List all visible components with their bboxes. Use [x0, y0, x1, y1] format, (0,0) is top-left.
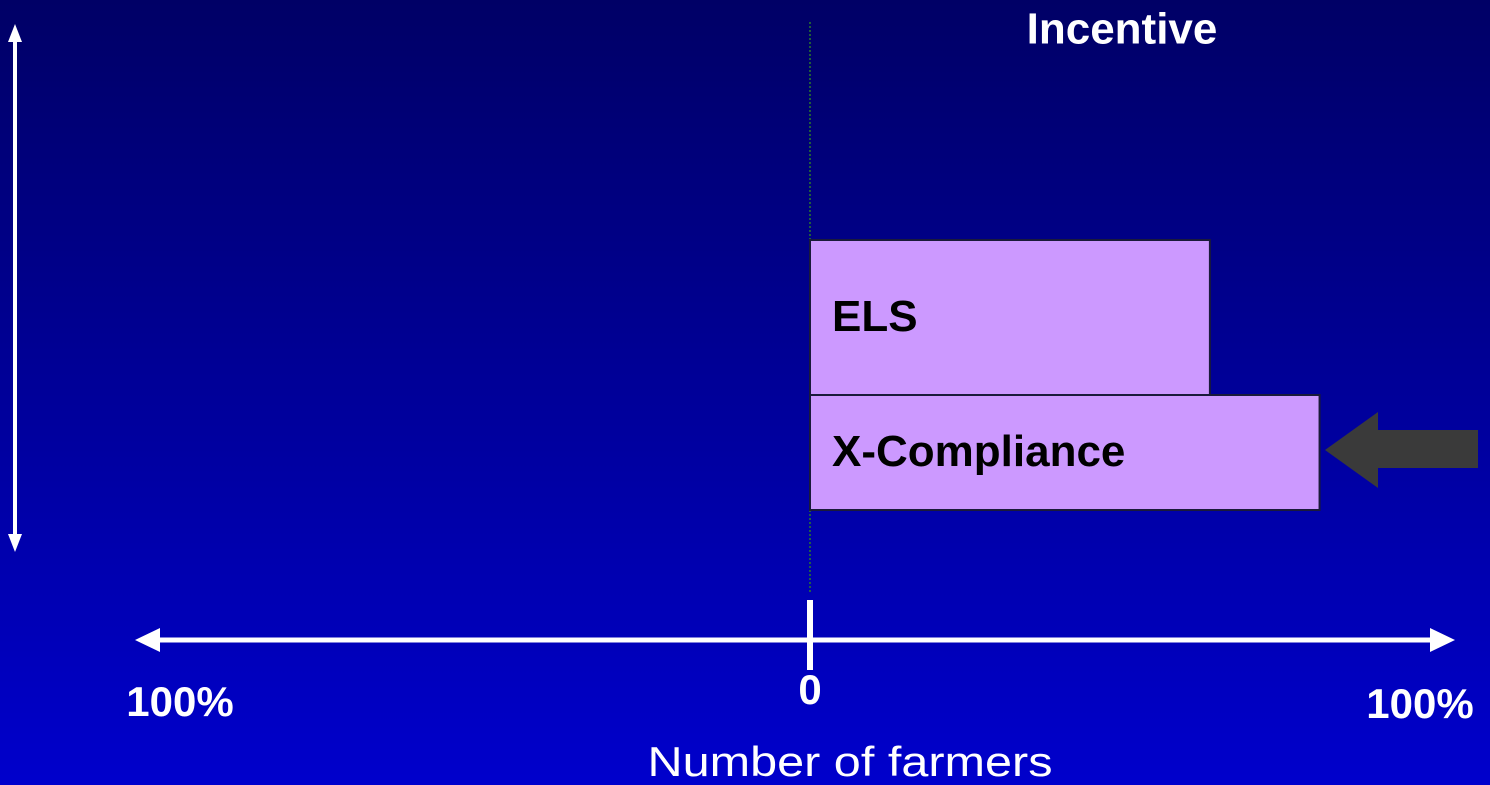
pointer-arrow — [1325, 412, 1478, 488]
x-tick-label: 100% — [126, 678, 233, 725]
x-axis-label: Number of farmers — [648, 738, 1053, 785]
bar-label: ELS — [832, 292, 918, 341]
x-tick-label: 100% — [1366, 680, 1473, 727]
tick-arrowhead — [1430, 628, 1455, 652]
bar — [809, 394, 1321, 511]
tick-arrowhead — [135, 628, 160, 652]
x-tick-label: 0 — [798, 666, 821, 713]
bar-label: X-Compliance — [832, 427, 1125, 476]
vertical-arrow — [8, 24, 22, 552]
bar — [809, 239, 1211, 396]
chart-title: Incentive — [1027, 5, 1218, 54]
